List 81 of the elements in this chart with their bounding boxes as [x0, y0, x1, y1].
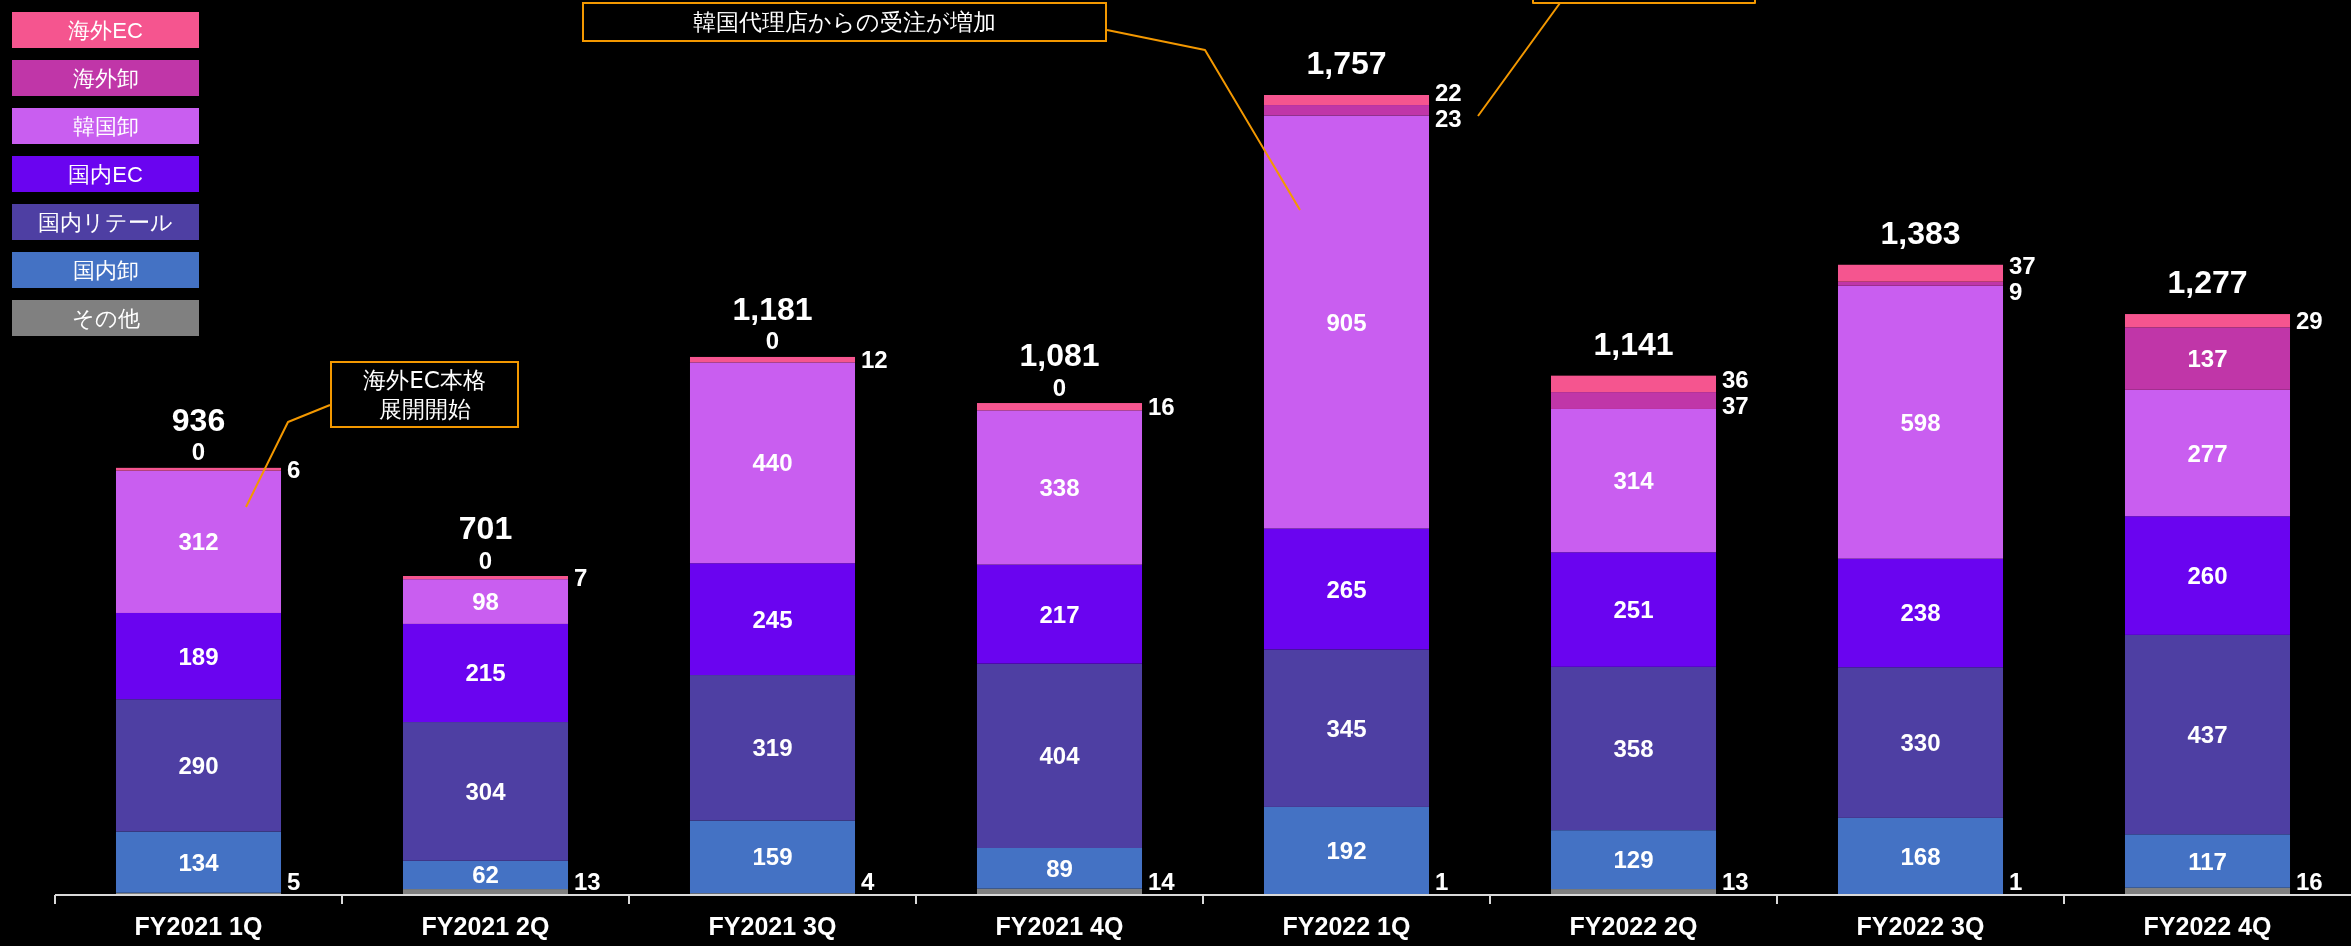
data-label: 13	[1722, 867, 1749, 895]
data-label: 98	[472, 588, 499, 616]
data-label: 117	[2188, 847, 2227, 875]
data-label: 905	[1326, 308, 1367, 336]
total-label: 1,757	[1306, 45, 1387, 81]
total-label: 1,277	[2167, 264, 2248, 301]
data-label: 440	[752, 449, 793, 477]
data-label: 6	[287, 455, 301, 483]
total-label: 701	[458, 510, 513, 546]
data-label: 345	[1326, 714, 1367, 742]
data-label: 14	[1148, 867, 1176, 895]
data-label: 12	[861, 346, 888, 374]
text: 国内卸	[72, 257, 139, 283]
data-label: 23	[1435, 104, 1462, 132]
text: 海外EC	[68, 17, 143, 43]
data-label: 13	[574, 867, 601, 895]
total-label: 1,383	[1880, 214, 1961, 251]
data-label: 277	[2187, 439, 2228, 467]
data-label: 0	[191, 438, 206, 466]
data-label: 134	[178, 848, 220, 876]
data-label: 5	[287, 867, 301, 895]
data-label: 598	[1900, 408, 1941, 436]
data-label: 0	[1052, 373, 1067, 401]
data-label: 0	[478, 546, 493, 574]
data-label: 129	[1613, 846, 1654, 874]
data-label: 22	[1435, 78, 1462, 106]
data-label: 159	[752, 843, 793, 871]
data-label: 36	[1722, 365, 1749, 393]
data-label: 1	[2009, 867, 2023, 895]
data-label: 358	[1613, 735, 1654, 763]
data-label: 62	[472, 861, 499, 889]
data-label: 16	[1148, 393, 1175, 421]
data-label: 251	[1613, 596, 1654, 624]
data-label: 1	[1435, 867, 1449, 895]
data-label: 168	[1900, 842, 1941, 870]
x-tick-label: FY2021 4Q	[995, 912, 1124, 940]
data-label: 215	[465, 659, 506, 687]
data-label: 437	[2187, 721, 2228, 749]
data-label: 0	[765, 327, 780, 355]
annotation-box: 海外EC本格展開開始	[330, 361, 519, 428]
x-tick-label: FY2022 4Q	[2143, 912, 2272, 940]
x-tick-label: FY2022 2Q	[1569, 912, 1698, 940]
text: その他	[71, 305, 140, 331]
total-label: 936	[171, 401, 226, 438]
data-label: 137	[2187, 345, 2228, 373]
data-label: 304	[465, 777, 507, 805]
total-label: 1,181	[732, 290, 813, 327]
data-label: 312	[178, 528, 219, 556]
text: 国内EC	[68, 161, 143, 187]
data-label: 29	[2296, 307, 2323, 335]
data-label: 338	[1039, 473, 1080, 501]
data-label: 7	[574, 564, 588, 592]
data-label: 16	[2296, 867, 2323, 895]
data-label: 192	[1326, 837, 1367, 865]
data-label: 265	[1326, 575, 1367, 603]
text: 海外卸	[72, 65, 139, 91]
data-label: 9	[2009, 277, 2023, 305]
data-label: 319	[752, 734, 793, 762]
x-tick-label: FY2022 1Q	[1282, 912, 1411, 940]
data-label: 290	[178, 751, 219, 779]
annotation-box: 韓国代理店からの受注が増加	[582, 2, 1107, 42]
x-tick-label: FY2022 3Q	[1856, 912, 1985, 940]
total-label: 1,081	[1019, 337, 1100, 374]
x-tick-label: FY2021 2Q	[421, 912, 550, 940]
data-label: 217	[1039, 600, 1080, 628]
data-label: 245	[752, 605, 793, 633]
total-label: 1,141	[1593, 325, 1674, 362]
text: 韓国卸	[72, 113, 139, 139]
data-label: 404	[1039, 742, 1081, 770]
data-label: 89	[1046, 854, 1073, 882]
text: 国内リテール	[38, 209, 173, 235]
data-label: 37	[1722, 391, 1749, 419]
x-tick-label: FY2021 1Q	[134, 912, 263, 940]
data-label: 260	[2187, 562, 2228, 590]
data-label: 189	[178, 642, 219, 670]
data-label: 238	[1900, 599, 1941, 627]
data-label: 37	[2009, 251, 2036, 279]
x-tick-label: FY2021 3Q	[708, 912, 837, 940]
data-label: 314	[1613, 467, 1655, 495]
data-label: 330	[1900, 729, 1941, 757]
data-label: 4	[861, 867, 876, 895]
